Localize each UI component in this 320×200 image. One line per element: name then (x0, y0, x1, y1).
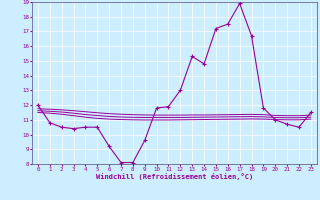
X-axis label: Windchill (Refroidissement éolien,°C): Windchill (Refroidissement éolien,°C) (96, 173, 253, 180)
